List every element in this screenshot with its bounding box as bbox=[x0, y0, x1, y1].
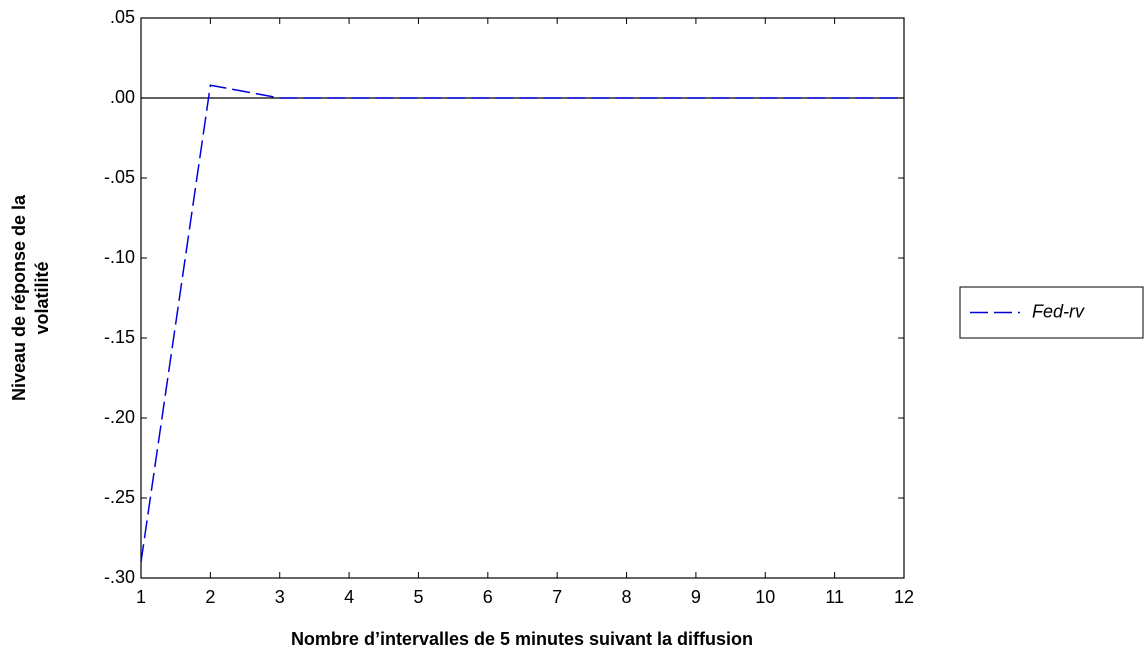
legend-box bbox=[959, 286, 1144, 339]
x-tick-label: 8 bbox=[622, 587, 632, 607]
x-tick-label: 2 bbox=[205, 587, 215, 607]
y-tick-label: -.10 bbox=[104, 247, 135, 267]
x-tick-label: 7 bbox=[552, 587, 562, 607]
y-axis-label: volatilité bbox=[32, 261, 52, 334]
x-axis-label: Nombre d’intervalles de 5 minutes suivan… bbox=[291, 629, 753, 649]
x-tick-label: 5 bbox=[413, 587, 423, 607]
y-tick-label: -.15 bbox=[104, 327, 135, 347]
x-tick-label: 10 bbox=[755, 587, 775, 607]
x-tick-label: 11 bbox=[825, 587, 844, 607]
x-tick-label: 9 bbox=[691, 587, 701, 607]
x-tick-label: 6 bbox=[483, 587, 493, 607]
y-axis-label: Niveau de réponse de la bbox=[9, 194, 29, 401]
y-tick-label: .00 bbox=[110, 87, 135, 107]
x-tick-label: 3 bbox=[275, 587, 285, 607]
y-tick-label: -.20 bbox=[104, 407, 135, 427]
y-tick-label: .05 bbox=[110, 7, 135, 27]
y-tick-label: -.30 bbox=[104, 567, 135, 587]
legend-label: Fed-rv bbox=[1032, 301, 1085, 321]
plot-frame bbox=[140, 17, 905, 579]
x-tick-label: 1 bbox=[136, 587, 146, 607]
y-tick-label: -.25 bbox=[104, 487, 135, 507]
x-tick-label: 4 bbox=[344, 587, 354, 607]
series-line bbox=[140, 84, 904, 563]
x-tick-label: 12 bbox=[894, 587, 914, 607]
y-tick-label: -.05 bbox=[104, 167, 135, 187]
